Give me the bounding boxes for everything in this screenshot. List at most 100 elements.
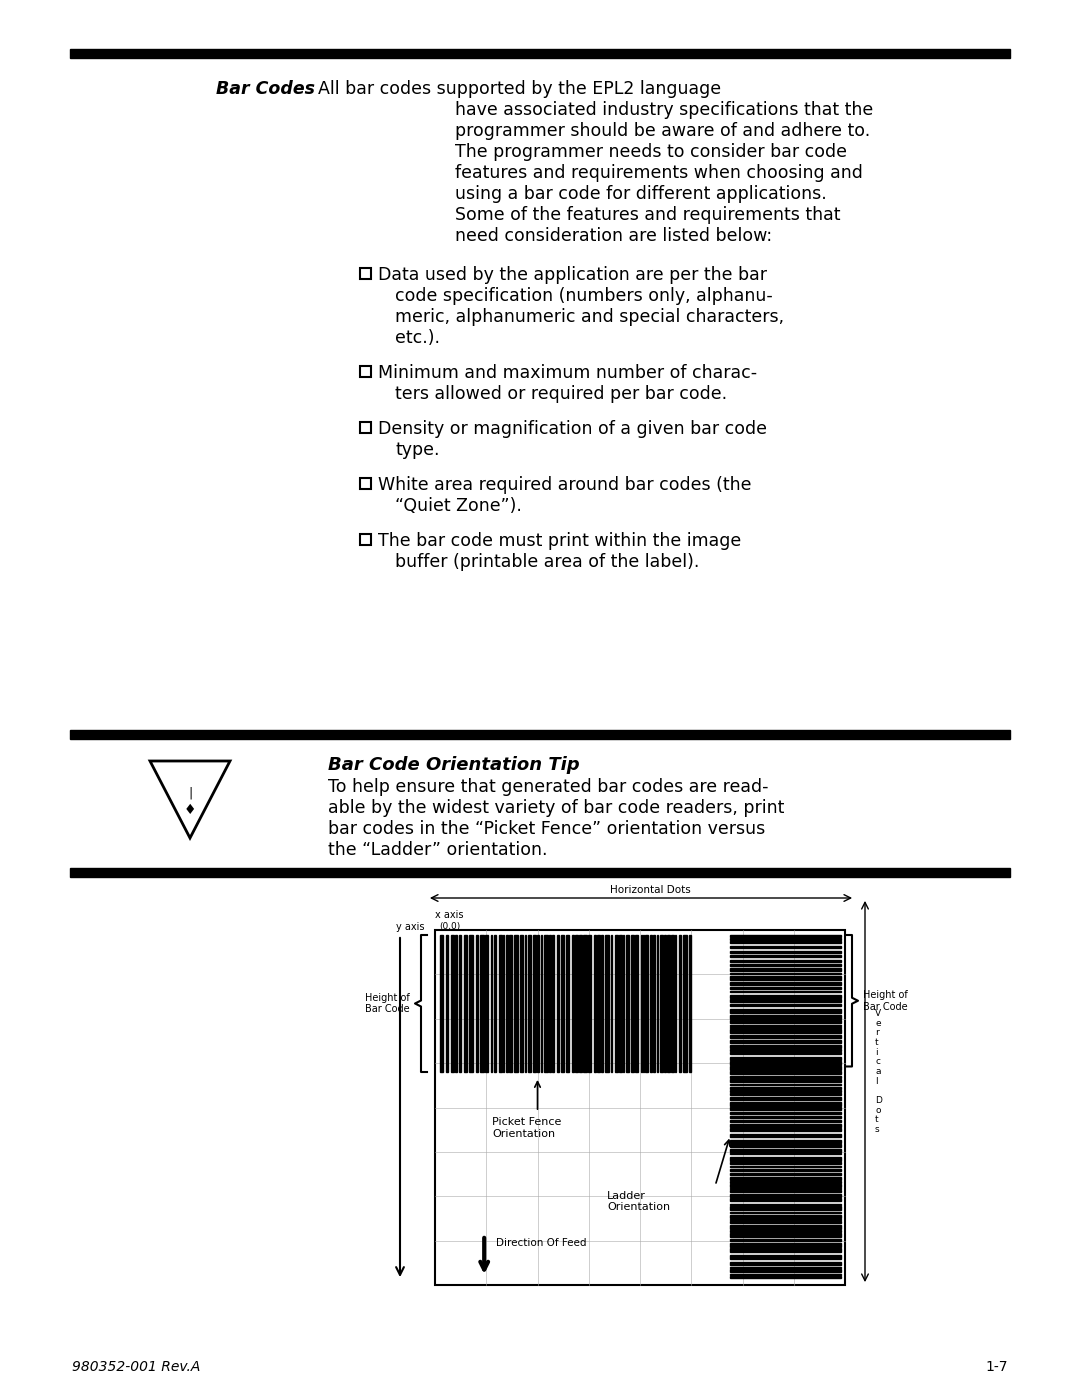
Text: 980352-001 Rev.A: 980352-001 Rev.A <box>72 1361 201 1375</box>
Bar <box>730 1058 841 1060</box>
Bar <box>499 935 502 1071</box>
Bar <box>730 1097 841 1099</box>
Text: Minimum and maximum number of charac-: Minimum and maximum number of charac- <box>378 365 757 381</box>
Bar <box>583 935 588 1071</box>
Bar <box>730 946 841 949</box>
Bar <box>459 935 461 1071</box>
Bar <box>730 999 841 1002</box>
Bar <box>730 1215 841 1218</box>
Text: |: | <box>188 787 192 799</box>
Bar <box>730 1225 841 1229</box>
Text: Horizontal Dots: Horizontal Dots <box>609 886 690 895</box>
Bar <box>730 1162 841 1164</box>
Text: V
e
r
t
i
c
a
l
 
D
o
t
s: V e r t i c a l D o t s <box>875 1009 882 1134</box>
Bar <box>70 731 1010 739</box>
Bar <box>730 1169 841 1171</box>
Bar <box>730 1102 841 1106</box>
Bar <box>730 1049 841 1051</box>
Bar <box>730 1030 841 1032</box>
Bar <box>534 935 536 1071</box>
Bar <box>730 1112 841 1113</box>
Bar <box>480 935 484 1071</box>
Bar <box>730 1004 841 1006</box>
Bar <box>730 960 841 963</box>
Bar <box>730 1066 841 1070</box>
Bar <box>667 935 670 1071</box>
Bar <box>730 1020 841 1023</box>
Bar <box>635 935 638 1071</box>
Bar <box>664 935 666 1071</box>
Bar <box>730 1090 841 1092</box>
Bar <box>360 478 372 489</box>
Bar <box>730 1144 841 1147</box>
Bar <box>519 935 523 1071</box>
Bar <box>579 935 582 1071</box>
Bar <box>650 935 652 1071</box>
Bar <box>600 935 603 1071</box>
Bar <box>730 1078 841 1083</box>
Bar <box>507 935 508 1071</box>
Bar <box>552 935 554 1071</box>
Bar <box>451 935 454 1071</box>
Text: the “Ladder” orientation.: the “Ladder” orientation. <box>328 841 548 859</box>
Text: ♦: ♦ <box>184 803 197 817</box>
Text: White area required around bar codes (the: White area required around bar codes (th… <box>378 476 752 495</box>
Bar <box>730 1127 841 1132</box>
Bar <box>730 1173 841 1175</box>
Bar <box>626 935 629 1071</box>
Bar <box>476 935 478 1071</box>
Bar <box>588 935 591 1071</box>
Bar <box>730 1248 841 1252</box>
Bar <box>730 1261 841 1266</box>
Bar <box>730 1221 841 1222</box>
Text: Some of the features and requirements that: Some of the features and requirements th… <box>455 205 840 224</box>
Text: Picket Fence
Orientation: Picket Fence Orientation <box>492 1118 562 1139</box>
Text: To help ensure that generated bar codes are read-: To help ensure that generated bar codes … <box>328 778 769 796</box>
Bar <box>730 1125 841 1127</box>
Text: Direction Of Feed: Direction Of Feed <box>496 1238 586 1248</box>
Bar <box>70 49 1010 59</box>
Text: y axis: y axis <box>396 922 426 932</box>
Bar <box>730 1106 841 1111</box>
Bar <box>730 1076 841 1078</box>
Bar <box>730 1120 841 1122</box>
Bar <box>440 935 443 1071</box>
Bar <box>435 930 845 1285</box>
Bar <box>597 935 600 1071</box>
Bar <box>730 1243 841 1248</box>
Text: programmer should be aware of and adhere to.: programmer should be aware of and adhere… <box>455 122 870 140</box>
Text: The bar code must print within the image: The bar code must print within the image <box>378 532 741 550</box>
Bar <box>730 1045 841 1048</box>
Bar <box>730 988 841 989</box>
Bar <box>557 935 559 1071</box>
Text: code specification (numbers only, alphanu-: code specification (numbers only, alphan… <box>395 286 773 305</box>
Bar <box>671 935 674 1071</box>
Bar <box>549 935 551 1071</box>
Text: Height of
Bar Code: Height of Bar Code <box>365 993 410 1014</box>
Bar <box>730 951 841 953</box>
Text: Bar Codes: Bar Codes <box>216 80 315 98</box>
Bar <box>572 935 573 1071</box>
Bar <box>537 935 539 1071</box>
Bar <box>730 956 841 957</box>
Bar <box>730 1275 841 1278</box>
Bar <box>561 935 564 1071</box>
Text: ters allowed or required per bar code.: ters allowed or required per bar code. <box>395 386 727 402</box>
Bar <box>730 1016 841 1018</box>
Bar <box>485 935 488 1071</box>
Text: have associated industry specifications that the: have associated industry specifications … <box>455 101 874 119</box>
Text: Density or magnification of a given bar code: Density or magnification of a given bar … <box>378 420 767 439</box>
Text: Bar Code Orientation Tip: Bar Code Orientation Tip <box>328 756 580 774</box>
Bar <box>509 935 512 1071</box>
Text: Ladder
Orientation: Ladder Orientation <box>607 1190 671 1213</box>
Text: meric, alphanumeric and special characters,: meric, alphanumeric and special characte… <box>395 307 784 326</box>
Bar <box>730 1035 841 1038</box>
Bar <box>594 935 596 1071</box>
Text: etc.).: etc.). <box>395 330 440 346</box>
Bar <box>605 935 609 1071</box>
Bar <box>730 1190 841 1192</box>
Bar <box>730 1185 841 1187</box>
Text: using a bar code for different applications.: using a bar code for different applicati… <box>455 184 827 203</box>
Bar <box>619 935 622 1071</box>
Text: 1-7: 1-7 <box>986 1361 1008 1375</box>
